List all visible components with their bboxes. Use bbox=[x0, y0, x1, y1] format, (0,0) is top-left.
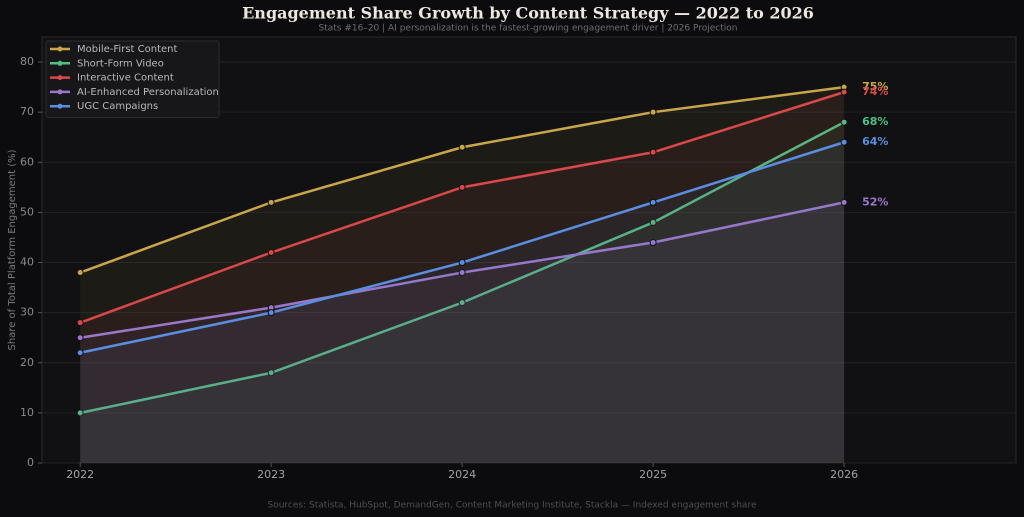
legend-marker bbox=[57, 75, 63, 81]
legend-marker bbox=[57, 89, 63, 95]
series-area bbox=[80, 92, 845, 464]
legend-marker bbox=[57, 60, 63, 66]
data-point bbox=[458, 183, 466, 191]
y-tick-label: 50 bbox=[20, 205, 34, 218]
y-tick-label: 60 bbox=[20, 155, 34, 168]
data-point bbox=[458, 269, 466, 277]
data-point bbox=[840, 88, 848, 96]
data-point bbox=[649, 108, 657, 116]
y-tick-label: 0 bbox=[27, 456, 34, 469]
value-label: 52% bbox=[862, 195, 888, 208]
data-point bbox=[458, 299, 466, 307]
data-point bbox=[76, 269, 84, 277]
data-point bbox=[840, 198, 848, 206]
x-tick-label: 2022 bbox=[66, 468, 94, 481]
data-point bbox=[76, 319, 84, 327]
chart-subtitle: Stats #16–20 | AI personalization is the… bbox=[319, 24, 738, 34]
x-tick-label: 2024 bbox=[448, 468, 476, 481]
legend-label: Short-Form Video bbox=[77, 58, 164, 69]
series-area bbox=[80, 202, 845, 463]
data-point bbox=[76, 409, 84, 417]
data-point bbox=[76, 334, 84, 342]
data-point bbox=[649, 238, 657, 246]
series-area bbox=[80, 142, 845, 463]
legend-marker bbox=[57, 103, 63, 109]
legend-label: Mobile-First Content bbox=[77, 44, 177, 55]
y-tick-label: 30 bbox=[20, 306, 34, 319]
legend-box bbox=[45, 40, 220, 118]
x-tick-label: 2023 bbox=[257, 468, 285, 481]
legend-label: UGC Campaigns bbox=[77, 101, 158, 112]
y-tick-label: 40 bbox=[20, 256, 34, 269]
data-point bbox=[267, 198, 275, 206]
value-label: 64% bbox=[862, 135, 888, 148]
value-label: 68% bbox=[862, 115, 888, 128]
chart-title: Engagement Share Growth by Content Strat… bbox=[242, 4, 814, 23]
data-point bbox=[649, 198, 657, 206]
y-tick-label: 80 bbox=[20, 55, 34, 68]
y-axis-label: Share of Total Platform Engagement (%) bbox=[7, 149, 18, 350]
data-point bbox=[458, 143, 466, 151]
data-point bbox=[840, 138, 848, 146]
data-point bbox=[76, 349, 84, 357]
legend-marker bbox=[57, 46, 63, 52]
x-tick-label: 2025 bbox=[639, 468, 667, 481]
y-tick-label: 10 bbox=[20, 406, 34, 419]
data-point bbox=[649, 148, 657, 156]
y-tick-label: 20 bbox=[20, 356, 34, 369]
legend-label: AI-Enhanced Personalization bbox=[77, 87, 219, 98]
x-tick-label: 2026 bbox=[830, 468, 858, 481]
data-point bbox=[840, 118, 848, 126]
data-point bbox=[267, 249, 275, 257]
value-label: 75% bbox=[862, 80, 888, 93]
data-point bbox=[267, 369, 275, 377]
source-note: Sources: Statista, HubSpot, DemandGen, C… bbox=[267, 501, 756, 511]
y-tick-label: 70 bbox=[20, 105, 34, 118]
value-label: 74% bbox=[862, 85, 888, 98]
data-point bbox=[458, 259, 466, 267]
data-point bbox=[267, 309, 275, 317]
data-point bbox=[649, 218, 657, 226]
series-area bbox=[80, 122, 845, 463]
legend-label: Interactive Content bbox=[77, 73, 174, 84]
